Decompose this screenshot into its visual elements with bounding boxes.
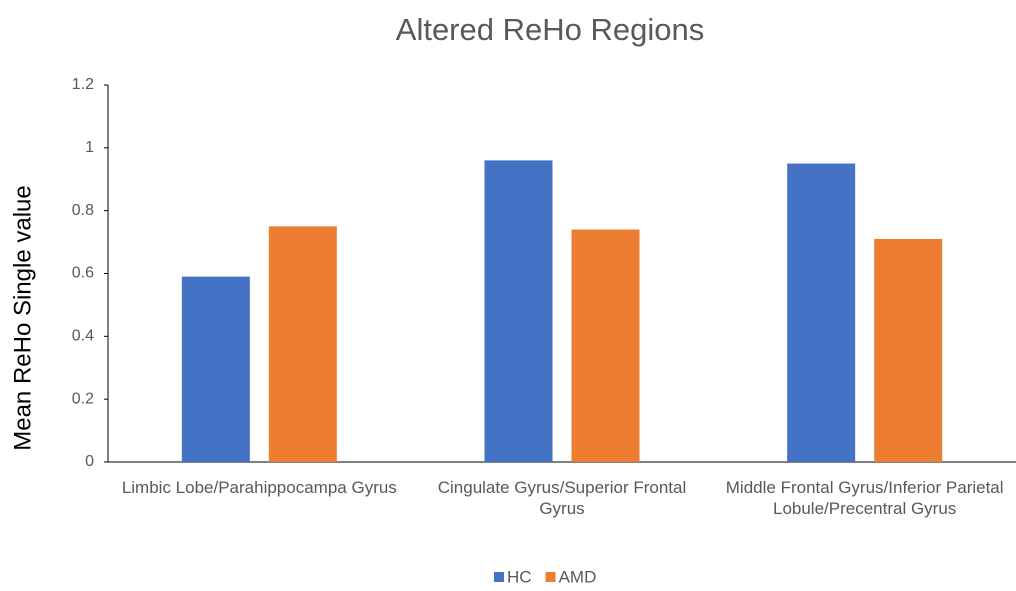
y-tick-label: 1 bbox=[85, 139, 94, 156]
bar bbox=[874, 238, 943, 462]
bar bbox=[181, 276, 250, 462]
y-tick-label: 0.6 bbox=[72, 265, 94, 282]
bar bbox=[484, 160, 553, 462]
y-tick-label: 0.4 bbox=[72, 328, 94, 345]
y-tick-label: 0 bbox=[85, 453, 94, 470]
y-tick-label: 0.8 bbox=[72, 202, 94, 219]
y-tick-label: 1.2 bbox=[72, 76, 94, 93]
x-tick-label: Middle Frontal Gyrus/Inferior Parietal L… bbox=[725, 478, 1004, 518]
bar bbox=[571, 229, 640, 462]
chart-title: Altered ReHo Regions bbox=[396, 12, 704, 47]
bar bbox=[787, 163, 856, 462]
legend-label: HC bbox=[507, 567, 532, 586]
x-tick-label: Limbic Lobe/Parahippocampa Gyrus bbox=[121, 478, 397, 497]
y-axis-label: Mean ReHo Single value bbox=[9, 185, 36, 451]
bar bbox=[268, 226, 337, 462]
legend-swatch bbox=[494, 572, 504, 582]
legend-label: AMD bbox=[559, 567, 597, 586]
legend-swatch bbox=[545, 572, 556, 582]
x-tick-label: Cingulate Gyrus/Superior Frontal Gyrus bbox=[437, 478, 687, 518]
y-tick-label: 0.2 bbox=[72, 390, 94, 407]
